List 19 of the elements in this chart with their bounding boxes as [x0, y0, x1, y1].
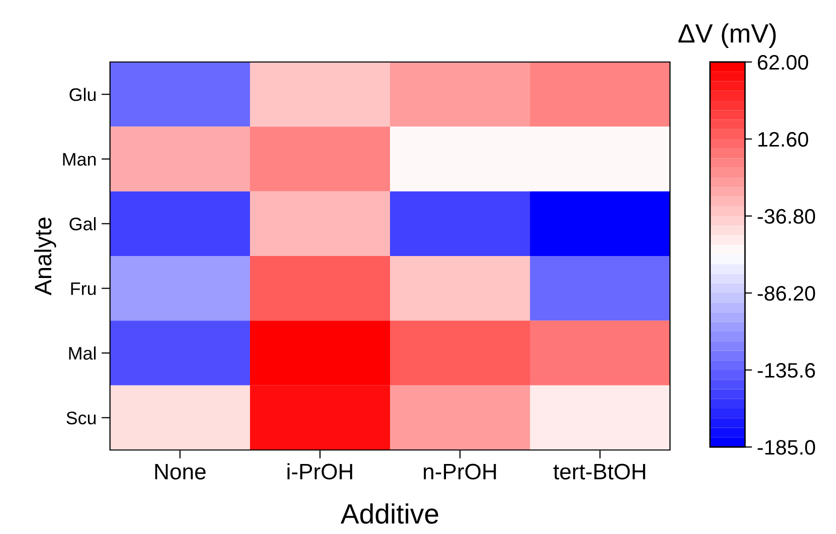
- y-tick-label: Mal: [69, 346, 96, 360]
- color-bar-label: -86.20: [758, 286, 816, 301]
- color-bar-label: -135.6: [758, 363, 815, 378]
- x-axis-title: Additive: [340, 503, 438, 524]
- color-bar-label: -36.80: [758, 209, 816, 224]
- x-tick-label: tert-BtOH: [553, 464, 646, 480]
- x-tick-label: None: [155, 464, 206, 480]
- y-tick-label: Man: [63, 153, 96, 166]
- y-tick-label: Glu: [70, 88, 96, 102]
- y-tick-label: Gal: [70, 217, 96, 230]
- x-tick-label: n-PrOH: [424, 464, 496, 480]
- color-bar-label: 12.60: [758, 132, 808, 147]
- y-tick-label: Fru: [71, 282, 96, 296]
- x-tick-label: i-PrOH: [288, 463, 352, 480]
- color-bar-label: -185.0: [758, 440, 816, 455]
- color-bar-title: ΔV (mV): [678, 23, 776, 48]
- y-axis-title: Analyte: [34, 218, 56, 296]
- color-bar-label: 62.00: [758, 55, 808, 70]
- y-tick-label: Scu: [66, 412, 96, 424]
